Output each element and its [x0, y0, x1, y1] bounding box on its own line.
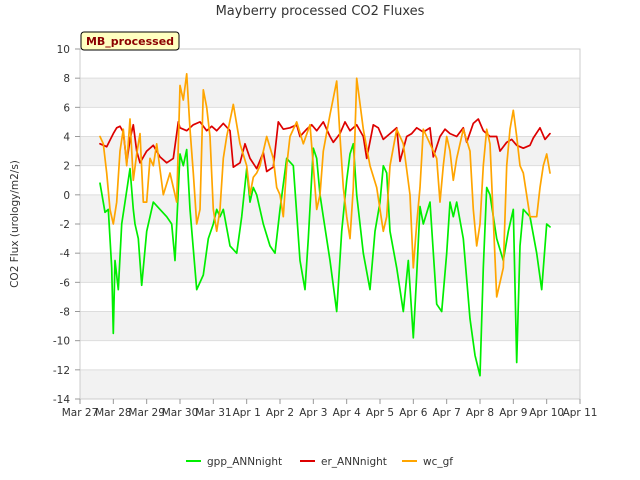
y-tick-label: -6	[60, 277, 71, 289]
x-tick-label: Apr 11	[563, 407, 598, 419]
legend-label: gpp_ANNnight	[207, 456, 282, 468]
x-tick-label: Mar 30	[162, 407, 199, 419]
x-tick-label: Mar 31	[195, 407, 232, 419]
x-tick-label: Apr 4	[333, 407, 362, 419]
y-tick-label: -4	[60, 248, 71, 260]
x-tick-label: Apr 2	[266, 407, 294, 419]
y-tick-label: 6	[63, 102, 70, 114]
series-line-wc-gf	[99, 72, 551, 298]
plot-band	[80, 369, 580, 399]
y-axis: -14 -12 -10 -8 -6 -4 -2 0 2 4 6 8 10	[53, 44, 80, 406]
annotation-text: MB_processed	[86, 35, 174, 48]
x-tick-label: Apr 8	[466, 407, 494, 419]
x-tick-label: Apr 1	[233, 407, 261, 419]
y-tick-label: -8	[60, 307, 70, 319]
annotation-badge: MB_processed	[80, 31, 180, 51]
legend-label: wc_gf	[423, 456, 453, 468]
y-tick-label: -10	[53, 336, 70, 348]
y-tick-label: 2	[63, 161, 70, 173]
plot-band	[80, 194, 580, 224]
x-tick-label: Mar 29	[128, 407, 165, 419]
x-tick-label: Apr 3	[299, 407, 327, 419]
x-tick-label: Apr 5	[366, 407, 394, 419]
x-tick-label: Apr 9	[499, 407, 527, 419]
y-tick-label: 8	[63, 73, 70, 85]
series-lines	[99, 72, 551, 377]
y-tick-label: -2	[60, 219, 70, 231]
x-tick-label: Mar 27	[62, 407, 99, 419]
chart-title: Mayberry processed CO2 Fluxes	[216, 4, 425, 19]
series-line-er-annnight	[99, 118, 551, 173]
legend-label: er_ANNnight	[321, 456, 387, 468]
x-tick-label: Apr 6	[399, 407, 428, 419]
y-tick-label: 10	[57, 44, 70, 56]
y-tick-label: 4	[63, 132, 70, 144]
y-tick-label: 0	[63, 190, 70, 202]
x-tick-label: Apr 7	[433, 407, 461, 419]
legend: gpp_ANNnight er_ANNnight wc_gf	[186, 456, 453, 468]
x-tick-label: Apr 10	[529, 407, 564, 419]
y-tick-label: -12	[53, 365, 70, 377]
x-tick-label: Mar 28	[95, 407, 132, 419]
y-tick-label: -14	[53, 394, 70, 406]
series-line-gpp-annnight	[99, 142, 551, 377]
plot-band	[80, 78, 580, 108]
y-axis-label: CO2 Flux (urology/m2/s)	[9, 160, 21, 288]
plot-band	[80, 311, 580, 341]
